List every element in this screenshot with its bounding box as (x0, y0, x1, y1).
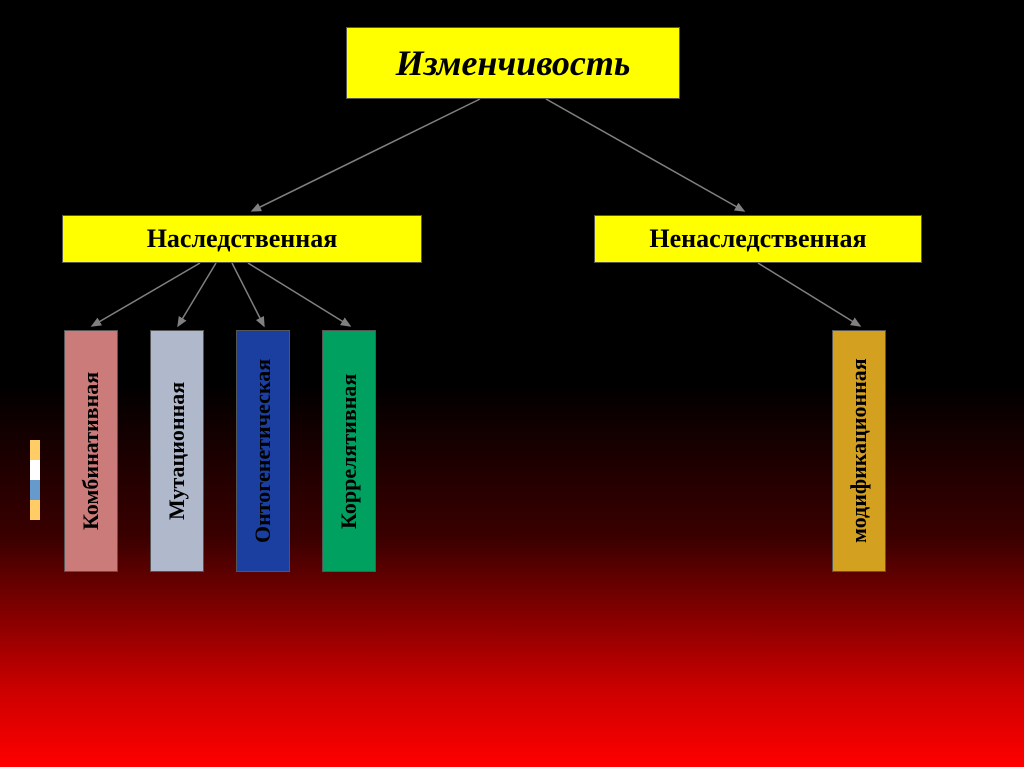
leaf-node-mutational: Мутационная (150, 330, 204, 572)
root-node: Изменчивость (346, 27, 680, 99)
leaf-node-correlative: Коррелятивная (322, 330, 376, 572)
mid-node-nonhereditary: Ненаследственная (594, 215, 922, 263)
leaf-node-ontogenetic: Онтогенетическая (236, 330, 290, 572)
side-stripes (30, 440, 40, 520)
mid-node-hereditary: Наследственная (62, 215, 422, 263)
leaf-node-combinative: Комбинативная (64, 330, 118, 572)
leaf-node-modification: модификационная (832, 330, 886, 572)
